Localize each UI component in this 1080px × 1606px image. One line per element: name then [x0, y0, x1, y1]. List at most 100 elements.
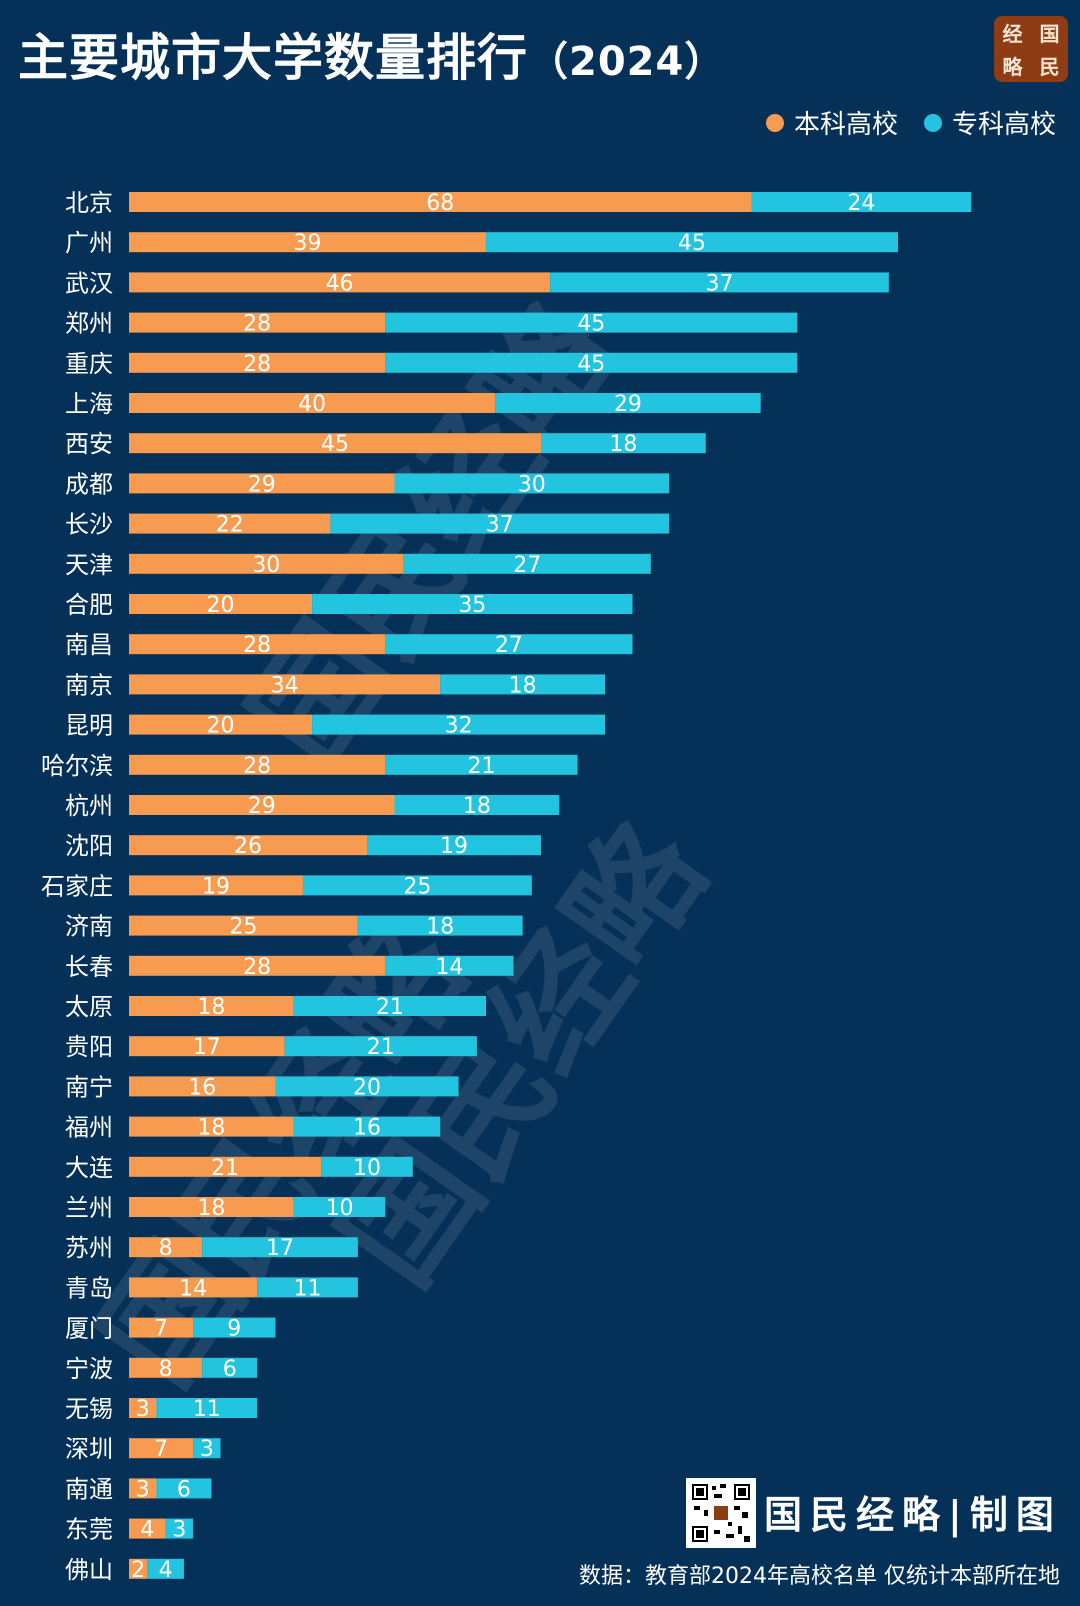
data-label-undergrad: 40 — [298, 392, 326, 417]
bar-vocational — [540, 433, 706, 454]
data-label-vocational: 4 — [159, 1558, 173, 1583]
data-label-undergrad: 28 — [243, 352, 271, 377]
bar-undergrad — [129, 1438, 194, 1459]
category-label: 太原 — [65, 993, 113, 1021]
bar-undergrad — [129, 1076, 276, 1097]
data-label-vocational: 3 — [172, 1518, 186, 1543]
data-label-vocational: 18 — [509, 673, 537, 698]
data-label-vocational: 3 — [200, 1437, 214, 1462]
legend-label-vocational: 专科高校 — [951, 110, 1056, 140]
data-label-undergrad: 16 — [188, 1075, 216, 1100]
brand-logo: 经 国 略 民 — [994, 16, 1068, 82]
category-label: 济南 — [65, 913, 113, 941]
data-label-undergrad: 7 — [154, 1317, 168, 1342]
logo-char: 略 — [1002, 55, 1023, 79]
category-label: 南昌 — [65, 631, 113, 659]
bar-vocational — [385, 634, 633, 655]
legend-item-vocational: 专科高校 — [923, 104, 1056, 141]
bar-vocational — [202, 1357, 258, 1378]
data-label-vocational: 45 — [577, 352, 605, 377]
data-label-undergrad: 34 — [271, 673, 299, 698]
bar-vocational — [284, 1036, 477, 1057]
bar-vocational — [293, 996, 487, 1016]
data-label-vocational: 19 — [440, 834, 468, 859]
data-label-vocational: 17 — [266, 1236, 294, 1261]
data-label-vocational: 10 — [353, 1156, 381, 1181]
data-label-vocational: 32 — [445, 714, 473, 739]
category-label: 杭州 — [65, 792, 113, 820]
category-label: 长春 — [65, 953, 113, 981]
data-label-undergrad: 17 — [193, 1035, 221, 1060]
category-label: 南京 — [65, 671, 113, 699]
data-label-undergrad: 28 — [243, 633, 271, 658]
bar-vocational — [156, 1398, 258, 1418]
data-label-undergrad: 46 — [326, 271, 354, 296]
chart-legend: 本科高校 专科高校 — [765, 104, 1056, 141]
category-label: 广州 — [65, 229, 113, 257]
bar-undergrad — [129, 1237, 203, 1258]
data-label-vocational: 10 — [326, 1196, 354, 1221]
data-label-vocational: 27 — [495, 633, 523, 658]
data-label-vocational: 25 — [403, 874, 431, 899]
bar-vocational — [385, 955, 514, 976]
legend-swatch-vocational — [923, 113, 942, 132]
logo-char: 经 — [1002, 22, 1023, 46]
data-label-vocational: 20 — [353, 1075, 381, 1100]
category-label: 郑州 — [65, 310, 113, 338]
data-label-undergrad: 28 — [243, 754, 271, 779]
bar-undergrad — [129, 594, 313, 614]
data-label-vocational: 21 — [376, 995, 404, 1020]
bar-undergrad — [129, 835, 368, 856]
data-label-undergrad: 45 — [321, 432, 349, 457]
data-label-undergrad: 20 — [207, 593, 235, 618]
bar-undergrad — [129, 915, 358, 936]
legend-swatch-undergrad — [765, 113, 784, 132]
data-label-undergrad: 21 — [211, 1156, 239, 1181]
category-label: 沈阳 — [65, 832, 113, 860]
category-label: 厦门 — [65, 1315, 113, 1343]
bar-undergrad — [129, 674, 441, 695]
data-label-vocational: 27 — [513, 553, 541, 578]
data-label-undergrad: 28 — [243, 955, 271, 980]
bar-undergrad — [129, 1478, 157, 1499]
data-label-vocational: 18 — [609, 432, 637, 457]
category-label: 福州 — [65, 1114, 113, 1142]
category-label: 深圳 — [65, 1435, 113, 1463]
bar-vocational — [202, 1237, 358, 1258]
data-label-vocational: 45 — [678, 231, 706, 256]
bar-vocational — [394, 795, 560, 815]
title-main: 主要城市大学数量排行 — [18, 29, 528, 87]
bar-undergrad — [129, 1357, 203, 1378]
bar-vocational — [357, 915, 523, 936]
bar-undergrad — [129, 1277, 258, 1298]
category-label: 苏州 — [65, 1234, 113, 1262]
category-label: 青岛 — [65, 1274, 113, 1302]
bar-vocational — [751, 192, 972, 212]
data-label-vocational: 6 — [223, 1357, 237, 1382]
bar-vocational — [165, 1518, 194, 1539]
bar-undergrad — [129, 996, 294, 1016]
bar-vocational — [275, 1076, 459, 1097]
data-label-undergrad: 30 — [252, 553, 280, 578]
bar-undergrad — [129, 1558, 148, 1579]
bar-undergrad — [129, 1197, 294, 1217]
bar-vocational — [330, 513, 670, 534]
data-label-undergrad: 18 — [197, 1116, 225, 1141]
category-label: 重庆 — [65, 350, 113, 378]
bar-vocational — [550, 272, 889, 293]
qr-code-icon — [690, 1482, 752, 1544]
data-label-vocational: 30 — [518, 472, 546, 497]
category-label: 佛山 — [65, 1556, 113, 1584]
category-label: 成都 — [65, 470, 113, 498]
bar-undergrad — [129, 1036, 285, 1057]
data-label-undergrad: 7 — [154, 1437, 168, 1462]
category-label: 石家庄 — [41, 872, 113, 900]
data-label-undergrad: 18 — [197, 995, 225, 1020]
bar-undergrad — [129, 1317, 194, 1338]
data-label-vocational: 24 — [847, 191, 875, 216]
bar-undergrad — [129, 192, 752, 212]
data-label-undergrad: 26 — [234, 834, 262, 859]
data-label-undergrad: 29 — [248, 472, 276, 497]
bar-vocational — [367, 835, 541, 856]
